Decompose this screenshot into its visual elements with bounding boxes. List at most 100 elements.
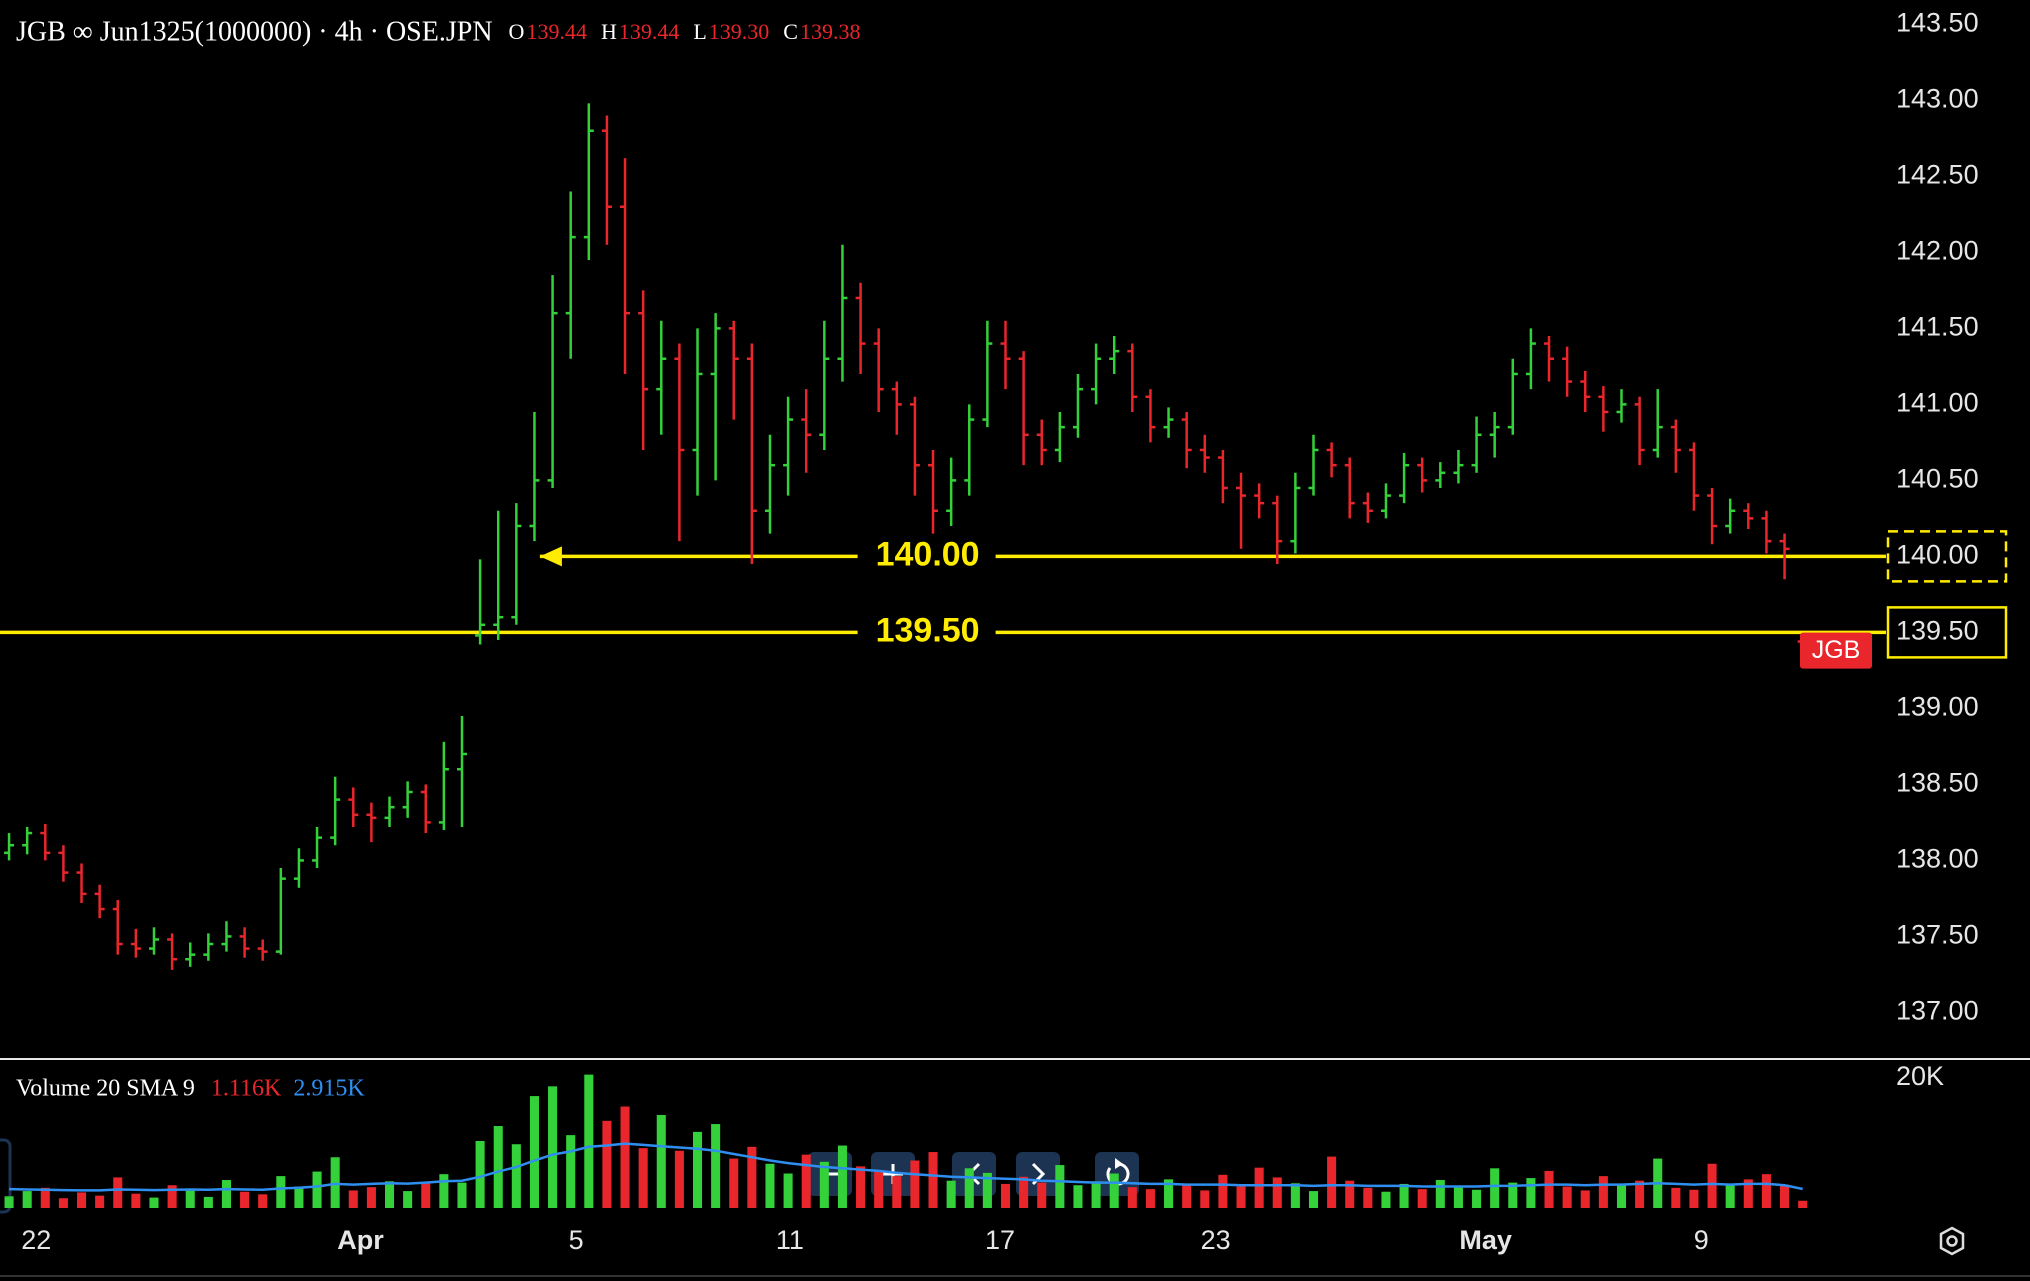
ohlc-bar xyxy=(1036,419,1047,466)
ohlc-bar xyxy=(529,411,540,542)
level-label: 140.00 xyxy=(876,535,980,573)
volume-bar xyxy=(638,1148,648,1208)
volume-bar xyxy=(240,1191,250,1208)
volume-bar xyxy=(1091,1181,1101,1208)
volume-bar xyxy=(4,1196,14,1208)
ohlc-bar xyxy=(1072,373,1083,438)
ohlc-key: C xyxy=(783,19,798,44)
ohlc-bar xyxy=(837,244,848,382)
volume-bar xyxy=(76,1192,87,1208)
ohlc-bar xyxy=(1399,453,1410,504)
ohlc-bar xyxy=(1725,498,1736,534)
volume-bar xyxy=(113,1177,123,1208)
volume-bar xyxy=(1526,1178,1536,1208)
ohlc-bar xyxy=(1761,510,1772,554)
ohlc-bar xyxy=(1544,335,1555,382)
volume-bar xyxy=(1127,1187,1137,1208)
volume-bar xyxy=(1798,1200,1808,1208)
y-tick-label: 140.50 xyxy=(1896,463,1979,493)
settings-button[interactable] xyxy=(1939,1226,1965,1256)
axis-level-box xyxy=(1886,606,2008,659)
volume-bar xyxy=(294,1186,304,1208)
volume-bar xyxy=(801,1154,811,1208)
volume-bar xyxy=(783,1173,793,1208)
volume-bar xyxy=(674,1150,684,1208)
ohlc-bar xyxy=(1199,434,1210,473)
ohlc-bar xyxy=(891,381,902,435)
ohlc-bar xyxy=(1471,416,1482,473)
ohlc-value: 139.38 xyxy=(800,19,861,44)
volume-bar xyxy=(837,1145,847,1208)
volume-bar xyxy=(221,1180,231,1208)
ohlc-bar xyxy=(1562,346,1573,397)
ohlc-bar xyxy=(1417,457,1428,493)
ohlc-bar xyxy=(1091,343,1102,405)
ohlc-bar xyxy=(4,833,15,861)
ohlc-bar xyxy=(1217,449,1228,504)
ohlc-bar xyxy=(819,320,830,450)
x-tick-label: 5 xyxy=(569,1225,584,1255)
ohlc-bar xyxy=(1652,389,1663,458)
ohlc-bar xyxy=(76,863,87,903)
volume-bar xyxy=(1200,1190,1210,1208)
volume-bar xyxy=(511,1144,521,1208)
volume-bar xyxy=(1236,1186,1246,1208)
y-tick-label: 141.50 xyxy=(1896,311,1979,341)
volume-bar xyxy=(1562,1186,1572,1208)
ohlc-bar xyxy=(22,826,33,855)
ohlc-bar xyxy=(1018,351,1029,466)
volume-bar xyxy=(1381,1191,1391,1208)
volume-bar xyxy=(95,1195,105,1208)
ohlc-bars xyxy=(4,103,1808,970)
ohlc-bar xyxy=(620,158,631,374)
ohlc-bar xyxy=(1435,462,1446,488)
ohlc-bar xyxy=(1688,442,1699,511)
volume-bar xyxy=(946,1180,956,1208)
ohlc-bar xyxy=(1236,472,1247,549)
volume-bar xyxy=(167,1185,177,1208)
volume-bar xyxy=(819,1161,829,1208)
volume-bar xyxy=(276,1176,286,1208)
y-tick-label: 137.50 xyxy=(1896,920,1979,950)
x-tick-label: 23 xyxy=(1201,1225,1231,1255)
volume-bar xyxy=(964,1168,974,1208)
volume-bar xyxy=(1399,1183,1409,1208)
ohlc-bar xyxy=(1779,533,1790,580)
volume-bar xyxy=(258,1194,268,1208)
ohlc-bar xyxy=(1743,503,1754,530)
volume-bar xyxy=(457,1182,467,1208)
ohlc-bar xyxy=(366,802,377,843)
volume-bar xyxy=(1019,1176,1029,1208)
volume-bar xyxy=(656,1114,666,1208)
ohlc-value: 139.44 xyxy=(619,19,680,44)
ohlc-bar xyxy=(946,457,957,526)
volume-bar xyxy=(1707,1163,1717,1208)
ohlc-bar xyxy=(384,796,395,827)
ohlc-bar xyxy=(801,389,812,473)
side-tab[interactable] xyxy=(0,1138,12,1214)
ohlc-bar xyxy=(511,503,522,625)
volume-bar xyxy=(1345,1180,1355,1208)
volume-bar xyxy=(1073,1185,1083,1208)
volume-bar xyxy=(312,1171,322,1208)
ohlc-bar xyxy=(203,933,214,961)
volume-bar xyxy=(403,1191,413,1208)
ohlc-bar xyxy=(475,559,486,645)
ohlc-bar xyxy=(1670,419,1681,473)
ohlc-bar xyxy=(1344,457,1355,519)
x-tick-label: May xyxy=(1459,1225,1512,1255)
volume-bar xyxy=(620,1106,630,1208)
ohlc-bar xyxy=(239,927,250,958)
ohlc-bar xyxy=(1453,449,1464,484)
y-tick-label: 139.00 xyxy=(1896,692,1979,722)
ohlc-bar xyxy=(312,826,323,869)
x-tick-label: 22 xyxy=(21,1225,51,1255)
ohlc-bar xyxy=(1362,492,1373,523)
volume-legend-value: 1.116K xyxy=(211,1076,282,1102)
ohlc-bar xyxy=(167,933,178,970)
volume-bar xyxy=(1689,1189,1699,1208)
volume-bar xyxy=(330,1157,340,1208)
volume-bar xyxy=(584,1074,594,1208)
volume-bar xyxy=(203,1196,213,1208)
volume-bar xyxy=(348,1190,358,1208)
